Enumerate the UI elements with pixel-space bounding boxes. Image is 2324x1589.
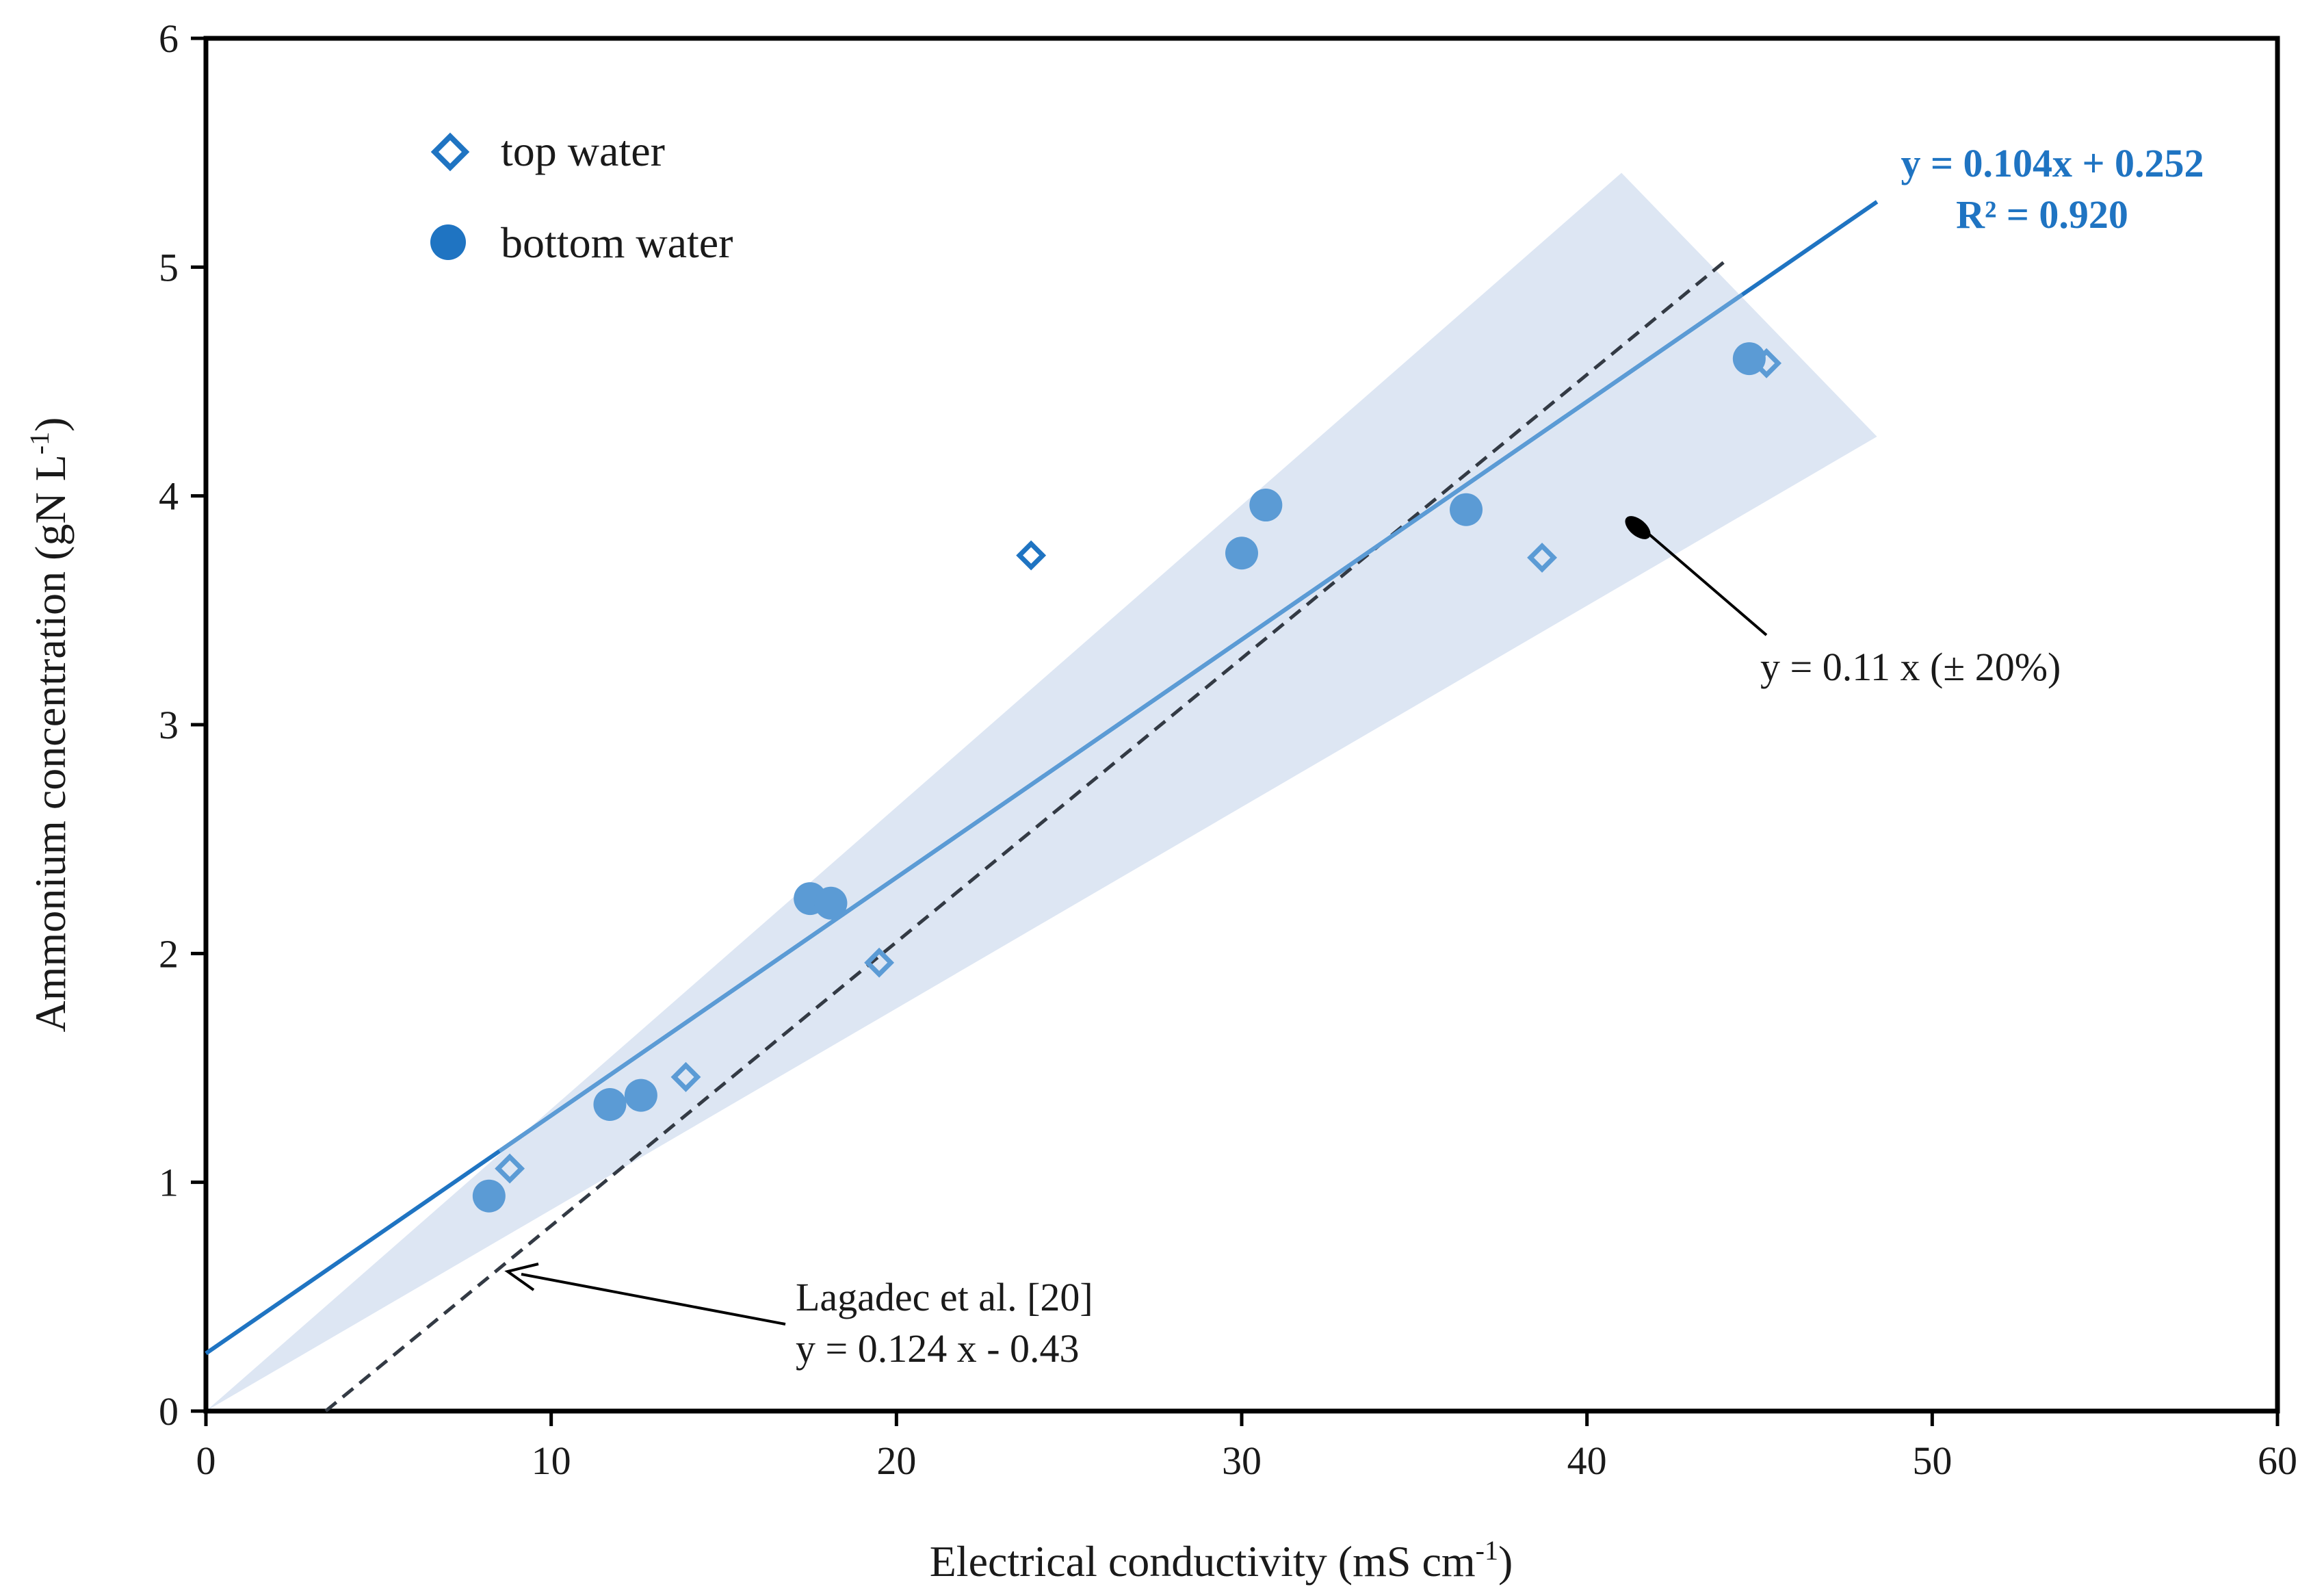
lagadec-reference-line	[324, 257, 1730, 1412]
x-tick-label: 60	[2258, 1438, 2297, 1483]
legend-marker-bottom-water	[430, 224, 466, 260]
bottom-water-point	[1450, 493, 1483, 526]
y-axis-title-superscript: -1	[24, 432, 55, 454]
x-axis-title-end: )	[1498, 1537, 1513, 1586]
top-water-point	[670, 1061, 701, 1092]
bottom-water-point	[472, 1179, 506, 1213]
x-tick-label: 0	[196, 1438, 216, 1483]
x-tick-label: 10	[532, 1438, 571, 1483]
legend-label-bottom-water: bottom water	[501, 218, 733, 267]
band-annotation-label: y = 0.11 x (± 20%)	[1760, 645, 2061, 689]
lagadec-annotation-arrow-line	[521, 1273, 786, 1326]
y-tick-label: 2	[159, 931, 179, 976]
bottom-water-point	[593, 1087, 627, 1121]
y-tick-label: 4	[159, 474, 179, 519]
y-axis-title: Ammonium concentration (gN L-1)	[24, 417, 75, 1033]
regression-line-inner	[498, 292, 1744, 1153]
x-tick-label: 30	[1222, 1438, 1262, 1483]
y-tick-label: 3	[159, 703, 179, 747]
x-axis-ticks: 0 10 20 30 40 50 60	[196, 1411, 2297, 1483]
lagadec-annotation-line2: y = 0.124 x - 0.43	[796, 1326, 1080, 1371]
x-tick-label: 20	[876, 1438, 916, 1483]
bottom-water-point	[624, 1078, 657, 1112]
top-water-point	[864, 947, 895, 978]
bottom-water-point	[1732, 342, 1766, 376]
band-annotation-arrowhead	[1625, 516, 1651, 539]
bottom-water-point	[1225, 537, 1258, 570]
legend: top water bottom water	[430, 127, 733, 267]
x-axis-title-text: Electrical conductivity (mS cm	[930, 1537, 1476, 1586]
top-water-point	[495, 1153, 525, 1184]
y-axis-title-end: )	[26, 417, 75, 432]
bottom-water-point	[814, 886, 848, 920]
lagadec-annotation-arrowhead	[504, 1263, 539, 1291]
legend-label-top-water: top water	[501, 127, 665, 175]
y-axis-title-text: Ammonium concentration (gN L	[26, 454, 75, 1032]
x-tick-label: 40	[1567, 1438, 1607, 1483]
y-tick-label: 1	[159, 1161, 179, 1205]
y-axis-ticks: 0 1 2 3 4 5 6	[159, 16, 206, 1434]
data-points	[472, 342, 1782, 1213]
tolerance-band	[206, 172, 1877, 1411]
bottom-water-point	[1249, 489, 1283, 522]
x-axis-title: Electrical conductivity (mS cm-1)	[930, 1535, 1513, 1586]
x-tick-label: 50	[1912, 1438, 1952, 1483]
y-tick-label: 0	[159, 1389, 179, 1434]
band-annotation-arrow-line	[1639, 526, 1768, 636]
fit-r2-label: R² = 0.920	[1956, 192, 2128, 237]
top-water-point	[1016, 540, 1047, 571]
lagadec-annotation-line1: Lagadec et al. [20]	[796, 1275, 1093, 1319]
top-water-point	[1527, 542, 1558, 573]
legend-marker-top-water	[430, 132, 470, 172]
y-tick-label: 6	[159, 16, 179, 61]
fit-equation-label: y = 0.104x + 0.252	[1901, 141, 2204, 185]
x-axis-title-superscript: -1	[1476, 1535, 1498, 1566]
y-tick-label: 5	[159, 245, 179, 289]
